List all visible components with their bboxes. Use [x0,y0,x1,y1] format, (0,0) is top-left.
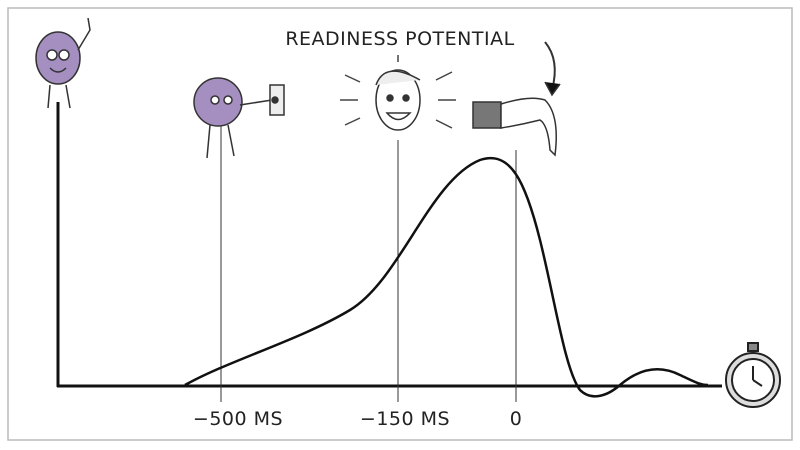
face [340,55,456,131]
stopwatch [725,342,781,408]
tick-label: −500 MS [193,408,283,430]
brain-character [35,17,91,109]
hand [472,41,561,157]
tick-label: 0 [510,408,523,430]
title: READINESS POTENTIAL [285,28,514,50]
tick-label: −150 MS [360,408,450,430]
rp-curve [184,157,709,398]
brain-button [193,77,285,159]
marker-lines [220,100,517,402]
axes [56,102,722,388]
